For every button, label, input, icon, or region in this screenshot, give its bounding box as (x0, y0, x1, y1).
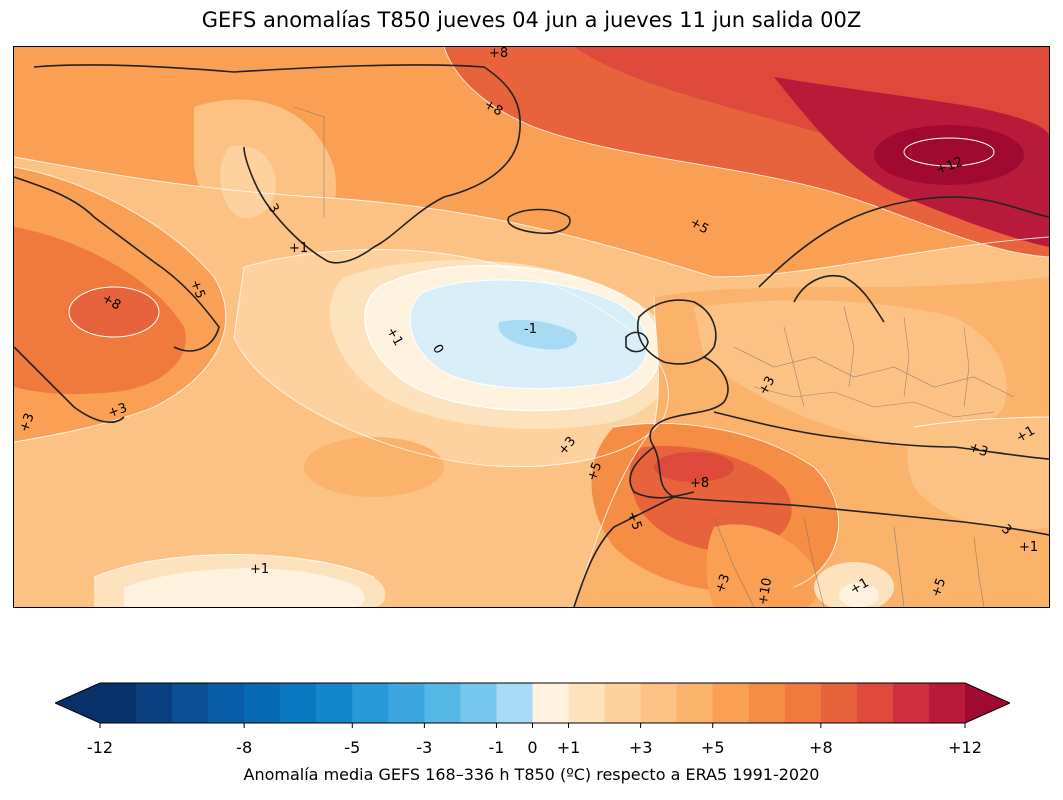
colorbar-tick-label: -5 (344, 738, 361, 757)
contour-label: +5 (929, 576, 950, 599)
colorbar-tick-label: +1 (556, 738, 581, 757)
contour-label: +5 (624, 509, 645, 532)
colorbar-bin (388, 683, 425, 723)
colorbar-caption: Anomalía media GEFS 168–336 h T850 (ºC) … (243, 765, 820, 784)
colorbar-under-extend (55, 683, 100, 723)
colorbar-over-extend (965, 683, 1010, 723)
colorbar-tick-label: +3 (628, 738, 653, 757)
colorbar-tick-label: -1 (488, 738, 505, 757)
colorbar-tick-label: -8 (236, 738, 253, 757)
contour-label: +10 (756, 577, 776, 607)
colorbar-bin (100, 683, 137, 723)
contour-label: +3 (713, 572, 734, 595)
country-borders (293, 106, 1015, 607)
colorbar-bin (316, 683, 353, 723)
colorbar-tick-label: -12 (86, 738, 114, 757)
contour-label: +8 (489, 47, 508, 61)
colorbar-tick-label: -3 (416, 738, 433, 757)
colorbar-bin (820, 683, 858, 723)
contour-labels: +8 +8 3 +1 +5 +12 +5 +8 +1 0 -1 +3 +3 +3… (17, 47, 1038, 606)
contour-label: +3 (967, 440, 990, 461)
colorbar-tick-label: +5 (700, 738, 725, 757)
coastlines (14, 64, 1049, 607)
colorbar-bin (712, 683, 750, 723)
colorbar-bin (352, 683, 389, 723)
chart-title: GEFS anomalías T850 jueves 04 jun a juev… (201, 8, 862, 32)
contour-label: +1 (289, 241, 308, 256)
colorbar-bin (532, 683, 570, 723)
contour-label: +3 (106, 401, 129, 422)
colorbar-bin (676, 683, 714, 723)
colorbar-bin (892, 683, 930, 723)
colorbar-bin (928, 683, 966, 723)
contour-label: +8 (690, 476, 709, 491)
colorbar-bin (424, 683, 461, 723)
colorbar (53, 678, 1012, 728)
contour-label: +5 (585, 460, 606, 483)
colorbar-bin (640, 683, 678, 723)
colorbar-bin (568, 683, 606, 723)
colorbar-bin (856, 683, 894, 723)
contour-label: +1 (250, 562, 269, 577)
colorbar-bin (496, 683, 533, 723)
contour-label: +5 (187, 278, 208, 301)
colorbar-bin (244, 683, 281, 723)
colorbar-bin (208, 683, 245, 723)
colorbar-bin (460, 683, 497, 723)
colorbar-tick-label: +12 (948, 738, 982, 757)
colorbar-bin (604, 683, 642, 723)
colorbar-bin (748, 683, 786, 723)
contour-label: +3 (17, 411, 38, 434)
contour-label: +1 (1019, 540, 1038, 555)
anomaly-map: +8 +8 3 +1 +5 +12 +5 +8 +1 0 -1 +3 +3 +3… (13, 46, 1050, 608)
anomaly-fields (14, 47, 1049, 607)
colorbar-bin (172, 683, 209, 723)
colorbar-bin (784, 683, 822, 723)
colorbar-bin (136, 683, 173, 723)
contour-label: -1 (524, 322, 537, 337)
colorbar-bin (280, 683, 317, 723)
colorbar-tick-label: 0 (527, 738, 538, 757)
colorbar-tick-label: +8 (809, 738, 833, 757)
